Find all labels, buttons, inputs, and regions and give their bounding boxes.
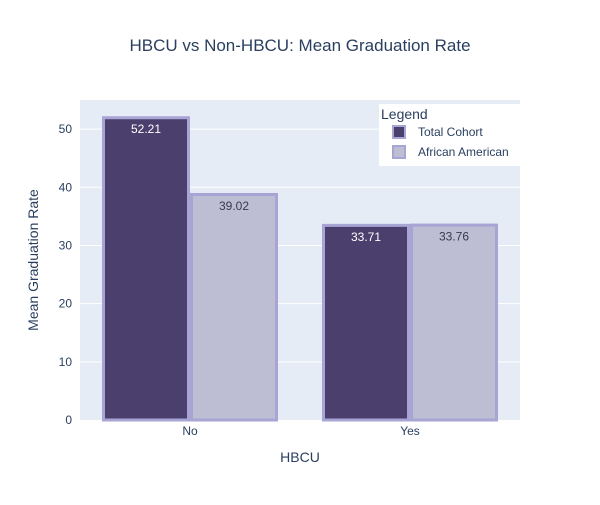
bar-african-american-no[interactable] [190,192,278,422]
bar-african-american-yes[interactable] [410,223,498,422]
legend-label: Total Cohort [418,125,483,139]
bars [102,116,498,422]
legend[interactable]: Legend Total Cohort African American [379,104,520,166]
y-tick-label: 30 [59,238,73,252]
legend-item-african-american[interactable]: African American [392,145,509,159]
y-axis-title: Mean Graduation Rate [25,189,41,331]
legend-swatch [392,125,406,139]
legend-item-total-cohort[interactable]: Total Cohort [392,125,483,139]
x-tick-labels: No Yes [182,424,419,438]
y-tick-label: 0 [65,413,72,427]
data-label: 52.21 [131,122,161,136]
legend-title: Legend [381,106,428,122]
bar-total-cohort-yes[interactable] [322,223,410,422]
legend-label: African American [418,145,509,159]
data-labels: 52.21 39.02 33.71 33.76 [131,122,469,244]
chart-title: HBCU vs Non-HBCU: Mean Graduation Rate [129,36,470,55]
y-tick-labels: 0 10 20 30 40 50 [59,122,73,427]
data-label: 33.71 [351,230,381,244]
legend-swatch [392,145,406,159]
data-label: 39.02 [219,199,249,213]
x-axis-title: HBCU [280,449,320,465]
bar-total-cohort-no[interactable] [102,116,190,422]
data-label: 33.76 [439,230,469,244]
y-tick-label: 20 [59,297,73,311]
x-tick-label: No [182,424,198,438]
x-tick-label: Yes [400,424,420,438]
y-tick-label: 40 [59,180,73,194]
y-tick-label: 50 [59,122,73,136]
y-tick-label: 10 [59,355,73,369]
legend-items: Total Cohort African American [392,125,509,159]
